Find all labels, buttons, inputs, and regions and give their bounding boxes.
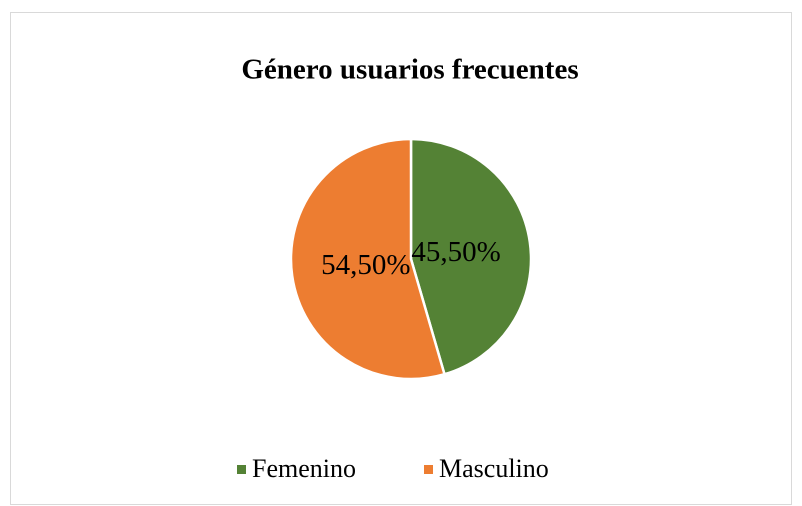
data-label: 54,50% [321,249,410,281]
legend-swatch [237,465,246,474]
data-label: 45,50% [411,236,500,268]
legend-label: Femenino [252,454,356,483]
chart-title: Género usuarios frecuentes [241,54,578,86]
legend-label: Masculino [439,454,549,483]
pie-slice [289,137,447,381]
pie-slice [409,137,533,376]
legend-swatch [424,465,433,474]
